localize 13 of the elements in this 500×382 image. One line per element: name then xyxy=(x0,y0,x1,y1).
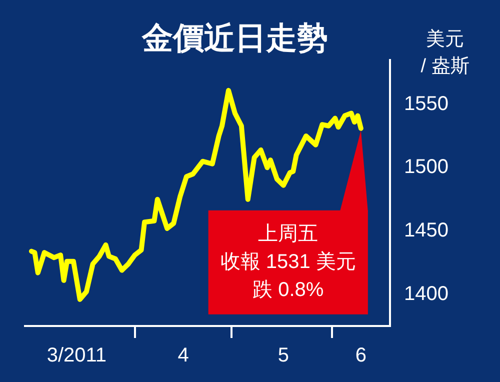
x-tick-label: 3/2011 xyxy=(46,344,107,367)
y-tick-label: 1550 xyxy=(404,92,448,115)
y-axis-title: 美元 / 盎斯 xyxy=(420,28,470,78)
x-tick-label: 6 xyxy=(355,344,366,367)
annotation: 跌 0.8% xyxy=(252,278,324,301)
y-tick-label: 1400 xyxy=(404,282,448,305)
y-tick-label: 1450 xyxy=(404,220,448,242)
y-tick-label: 1500 xyxy=(404,156,448,178)
annotation: 收報 1531 美元 xyxy=(220,250,356,273)
annotation: 上周五 xyxy=(258,222,318,245)
x-tick-label: 4 xyxy=(178,344,189,367)
x-tick-label: 5 xyxy=(278,344,289,367)
chart-title: 金價近日走勢 xyxy=(141,20,328,56)
